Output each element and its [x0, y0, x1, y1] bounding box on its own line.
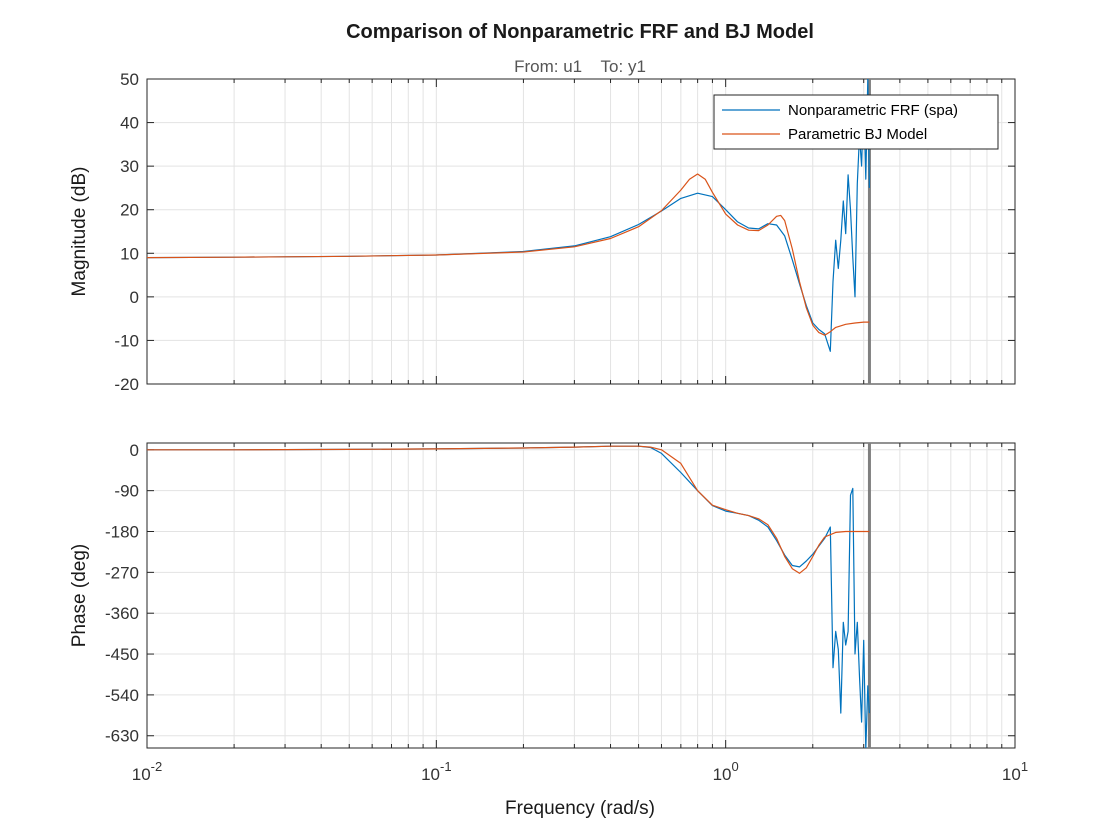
y-tick-label: -450 — [105, 645, 139, 664]
y-tick-label: 0 — [130, 441, 139, 460]
legend-box — [713, 94, 999, 150]
y-tick-label: -270 — [105, 563, 139, 582]
y-tick-label: -20 — [114, 375, 139, 394]
y-axis-label: Magnitude (dB) — [69, 167, 90, 297]
series-group — [147, 79, 870, 352]
io-subtitle: From: u1 To: y1 — [514, 57, 646, 76]
series-line-parametric — [147, 173, 870, 336]
legend-label: Nonparametric FRF (spa) — [788, 102, 958, 119]
legend: Nonparametric FRF (spa) Parametric BJ Mod… — [713, 94, 999, 150]
axes-box — [146, 442, 1016, 749]
series-group — [147, 445, 870, 748]
y-tick-label: -10 — [114, 331, 139, 350]
y-tick-label: 40 — [120, 114, 139, 133]
x-axis-label: Frequency (rad/s) — [505, 798, 655, 819]
panel-0: 50 40 30 20 10 0 -10 -20 Magnitude (dB) — [69, 70, 1016, 394]
y-tick-label: 20 — [120, 201, 139, 220]
legend-label: Parametric BJ Model — [788, 126, 927, 143]
subtitle-to: To: y1 — [601, 57, 646, 76]
y-tick-label: 0 — [130, 288, 139, 307]
subtitle-from: From: u1 — [514, 57, 582, 76]
x-tick-label: 101 — [1002, 759, 1028, 784]
x-tick-label: 10-1 — [421, 759, 451, 784]
y-tick-label: -360 — [105, 604, 139, 623]
y-tick-label: -630 — [105, 727, 139, 746]
x-tick-label: 100 — [713, 759, 739, 784]
panel-1: 0 -90 -180 -270 -360 -450 -540 -630 Phase (deg) — [69, 441, 1016, 749]
chart-title: Comparison of Nonparametric FRF and BJ M… — [346, 21, 814, 43]
y-tick-label: -180 — [105, 523, 139, 542]
axes-box — [146, 78, 1016, 385]
y-tick-label: -540 — [105, 686, 139, 705]
x-tick-label: 10-2 — [132, 759, 162, 784]
series-line-parametric — [147, 445, 870, 574]
y-tick-label: 50 — [120, 70, 139, 89]
y-tick-label: -90 — [114, 482, 139, 501]
y-tick-label: 30 — [120, 157, 139, 176]
y-axis-label: Phase (deg) — [69, 544, 90, 648]
y-tick-label: 10 — [120, 244, 139, 263]
series-line-nonparametric — [147, 445, 870, 748]
